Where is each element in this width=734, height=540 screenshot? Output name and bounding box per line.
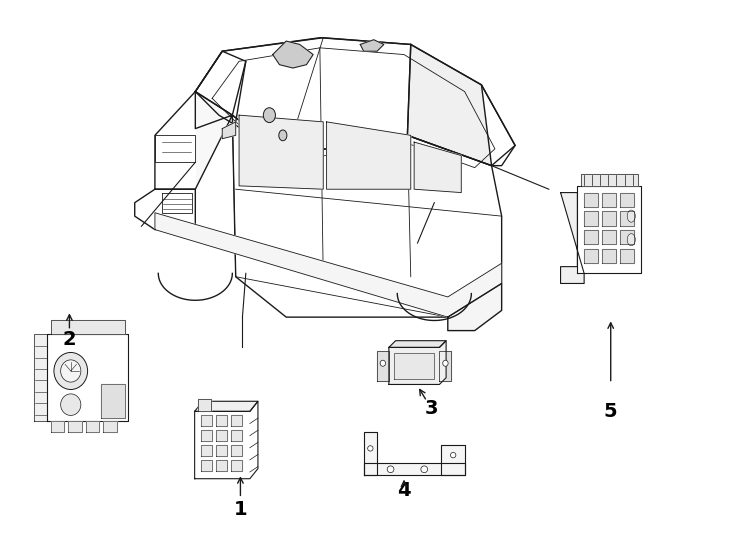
Polygon shape: [327, 122, 411, 189]
Ellipse shape: [61, 394, 81, 415]
Polygon shape: [217, 445, 227, 456]
Polygon shape: [273, 41, 313, 68]
Polygon shape: [603, 230, 616, 245]
Polygon shape: [581, 174, 638, 186]
Polygon shape: [86, 422, 99, 431]
Polygon shape: [195, 38, 515, 166]
Polygon shape: [620, 212, 634, 226]
Polygon shape: [217, 430, 227, 441]
Polygon shape: [561, 193, 584, 284]
Polygon shape: [578, 186, 642, 273]
Polygon shape: [584, 193, 597, 207]
Polygon shape: [195, 401, 258, 479]
Ellipse shape: [54, 353, 87, 389]
Ellipse shape: [388, 466, 394, 472]
Text: 2: 2: [62, 330, 76, 349]
Ellipse shape: [279, 130, 287, 141]
Polygon shape: [603, 249, 616, 264]
Polygon shape: [198, 399, 211, 411]
Polygon shape: [233, 115, 501, 317]
Polygon shape: [448, 284, 501, 330]
Polygon shape: [231, 460, 241, 471]
Polygon shape: [201, 415, 212, 426]
Polygon shape: [363, 431, 377, 475]
Ellipse shape: [61, 360, 81, 382]
Text: 3: 3: [424, 399, 437, 417]
Ellipse shape: [421, 466, 428, 472]
Polygon shape: [135, 92, 195, 230]
Polygon shape: [51, 321, 125, 334]
Ellipse shape: [628, 210, 636, 222]
Ellipse shape: [628, 234, 636, 246]
Polygon shape: [620, 193, 634, 207]
Polygon shape: [195, 51, 246, 129]
Polygon shape: [239, 115, 323, 189]
Polygon shape: [155, 136, 195, 163]
Polygon shape: [101, 384, 125, 418]
Polygon shape: [603, 193, 616, 207]
Ellipse shape: [380, 360, 385, 366]
Polygon shape: [47, 334, 128, 422]
Polygon shape: [441, 445, 465, 475]
Ellipse shape: [264, 108, 275, 123]
Polygon shape: [135, 189, 195, 230]
Polygon shape: [155, 213, 501, 317]
Polygon shape: [407, 44, 492, 166]
Polygon shape: [360, 40, 384, 51]
Polygon shape: [389, 341, 446, 347]
Polygon shape: [584, 249, 597, 264]
Polygon shape: [217, 415, 227, 426]
Polygon shape: [377, 351, 389, 381]
Text: 5: 5: [604, 402, 617, 421]
Polygon shape: [68, 422, 81, 431]
Polygon shape: [389, 341, 446, 384]
Polygon shape: [584, 230, 597, 245]
Polygon shape: [414, 142, 461, 193]
Polygon shape: [195, 401, 258, 411]
Polygon shape: [201, 430, 212, 441]
Polygon shape: [34, 334, 47, 422]
Polygon shape: [620, 249, 634, 264]
Text: 1: 1: [233, 500, 247, 518]
Polygon shape: [201, 445, 212, 456]
Polygon shape: [201, 460, 212, 471]
Polygon shape: [155, 92, 233, 189]
Polygon shape: [394, 353, 434, 379]
Ellipse shape: [368, 446, 373, 451]
Polygon shape: [222, 122, 236, 139]
Polygon shape: [231, 430, 241, 441]
Polygon shape: [195, 38, 411, 156]
Polygon shape: [103, 422, 117, 431]
Polygon shape: [363, 463, 465, 475]
Polygon shape: [51, 422, 64, 431]
Polygon shape: [440, 351, 451, 381]
Polygon shape: [217, 460, 227, 471]
Ellipse shape: [443, 360, 448, 366]
Text: 4: 4: [397, 481, 411, 501]
Polygon shape: [161, 193, 192, 213]
Ellipse shape: [451, 453, 456, 458]
Polygon shape: [620, 230, 634, 245]
Polygon shape: [603, 212, 616, 226]
Polygon shape: [231, 415, 241, 426]
Polygon shape: [584, 212, 597, 226]
Polygon shape: [231, 445, 241, 456]
